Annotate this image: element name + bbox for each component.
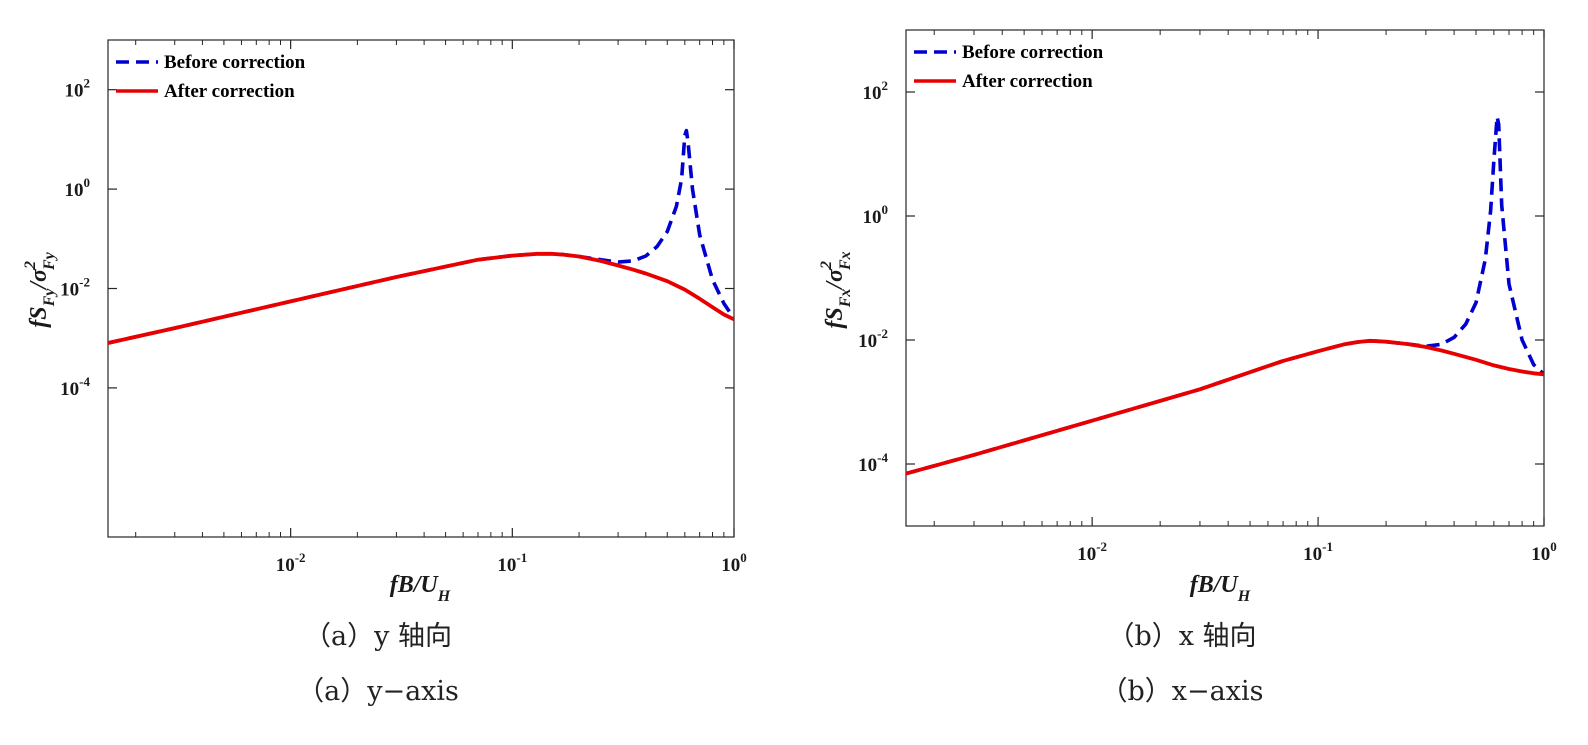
y-tick-label: 102 <box>65 76 91 102</box>
series-line-after <box>108 251 734 345</box>
x-tick-label: 10-1 <box>1303 539 1333 565</box>
series-line-before <box>906 114 1544 476</box>
legend-label: After correction <box>164 81 295 102</box>
legend: Before correction After correction <box>914 42 1104 92</box>
x-tick-label: 100 <box>721 550 747 576</box>
caption-english: （b）x−axis <box>1101 676 1264 707</box>
chart-panel-b: 10-2 10-1 100 10-4 10-2 100 102 Before correcti… <box>818 29 1557 707</box>
x-axis-label: fB/UH <box>390 572 451 605</box>
x-tick-label: 100 <box>1531 539 1557 565</box>
y-axis-label: fSFx/σ2 Fx <box>818 251 854 328</box>
y-tick-label: 10-2 <box>60 275 90 301</box>
chart-panel-a: 10-2 10-1 100 10-4 10-2 100 102 Before correcti… <box>22 39 747 707</box>
minor-ticks <box>933 30 1535 526</box>
y-axis-label: fSFy/σ2 Fy <box>22 251 58 327</box>
y-tick-label: 10-4 <box>60 374 90 400</box>
series-line-after <box>906 338 1544 476</box>
legend: Before correction After correction <box>116 52 306 102</box>
y-tick-label: 102 <box>863 78 889 104</box>
y-tick-label: 10-4 <box>858 450 888 476</box>
series-line-before <box>108 128 734 345</box>
y-tick-label: 100 <box>65 175 91 201</box>
caption-chinese: （b）x 轴向 <box>1107 621 1256 652</box>
y-tick-label: 10-2 <box>858 326 888 352</box>
caption-english: （a）y−axis <box>297 676 459 707</box>
plot-frame <box>905 29 1545 527</box>
legend-label: After correction <box>962 71 1093 92</box>
x-axis-label: fB/UH <box>1190 572 1251 605</box>
y-tick-label: 100 <box>863 202 889 228</box>
caption-chinese: （a）y 轴向 <box>304 621 452 652</box>
series-group <box>906 114 1544 476</box>
minor-ticks <box>135 40 725 537</box>
x-tick-label: 10-1 <box>497 550 527 576</box>
series-group <box>108 128 734 345</box>
legend-label: Before correction <box>164 52 306 73</box>
x-tick-label: 10-2 <box>1077 539 1107 565</box>
legend-label: Before correction <box>962 42 1104 63</box>
x-tick-label: 10-2 <box>276 550 306 576</box>
plot-frame <box>107 39 735 538</box>
